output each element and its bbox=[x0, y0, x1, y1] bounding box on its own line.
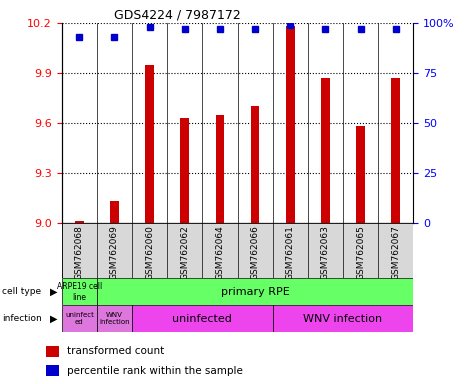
Bar bbox=[75, 221, 84, 223]
Bar bbox=[321, 78, 330, 223]
Text: transformed count: transformed count bbox=[67, 346, 164, 356]
Bar bbox=[356, 126, 365, 223]
Text: infection: infection bbox=[2, 314, 42, 323]
Text: GSM762066: GSM762066 bbox=[251, 225, 259, 280]
Text: WNV
infection: WNV infection bbox=[99, 312, 130, 325]
Text: ARPE19 cell
line: ARPE19 cell line bbox=[57, 282, 102, 301]
Text: ▶: ▶ bbox=[50, 287, 57, 297]
Bar bbox=[47, 346, 59, 357]
Text: GDS4224 / 7987172: GDS4224 / 7987172 bbox=[114, 9, 241, 22]
Text: GSM762064: GSM762064 bbox=[216, 225, 224, 280]
Text: uninfect
ed: uninfect ed bbox=[65, 312, 94, 325]
Bar bbox=[286, 26, 294, 223]
Bar bbox=[180, 118, 189, 223]
Text: GSM762065: GSM762065 bbox=[356, 225, 365, 280]
Text: GSM762069: GSM762069 bbox=[110, 225, 119, 280]
Text: GSM762068: GSM762068 bbox=[75, 225, 84, 280]
Bar bbox=[47, 365, 59, 376]
Text: GSM762062: GSM762062 bbox=[180, 225, 189, 280]
Text: GSM762067: GSM762067 bbox=[391, 225, 400, 280]
Bar bbox=[110, 201, 119, 223]
Text: WNV infection: WNV infection bbox=[304, 314, 382, 324]
Bar bbox=[132, 305, 273, 332]
Bar bbox=[216, 114, 224, 223]
Bar bbox=[145, 65, 154, 223]
Bar bbox=[62, 305, 97, 332]
Bar bbox=[273, 305, 413, 332]
Text: percentile rank within the sample: percentile rank within the sample bbox=[67, 366, 243, 376]
Bar bbox=[62, 278, 97, 305]
Bar bbox=[97, 305, 132, 332]
Bar bbox=[391, 78, 400, 223]
Text: GSM762061: GSM762061 bbox=[286, 225, 294, 280]
Text: GSM762060: GSM762060 bbox=[145, 225, 154, 280]
Text: ▶: ▶ bbox=[50, 314, 57, 324]
Text: GSM762063: GSM762063 bbox=[321, 225, 330, 280]
Text: uninfected: uninfected bbox=[172, 314, 232, 324]
Text: primary RPE: primary RPE bbox=[221, 287, 289, 297]
Bar bbox=[251, 106, 259, 223]
Text: cell type: cell type bbox=[2, 287, 41, 296]
